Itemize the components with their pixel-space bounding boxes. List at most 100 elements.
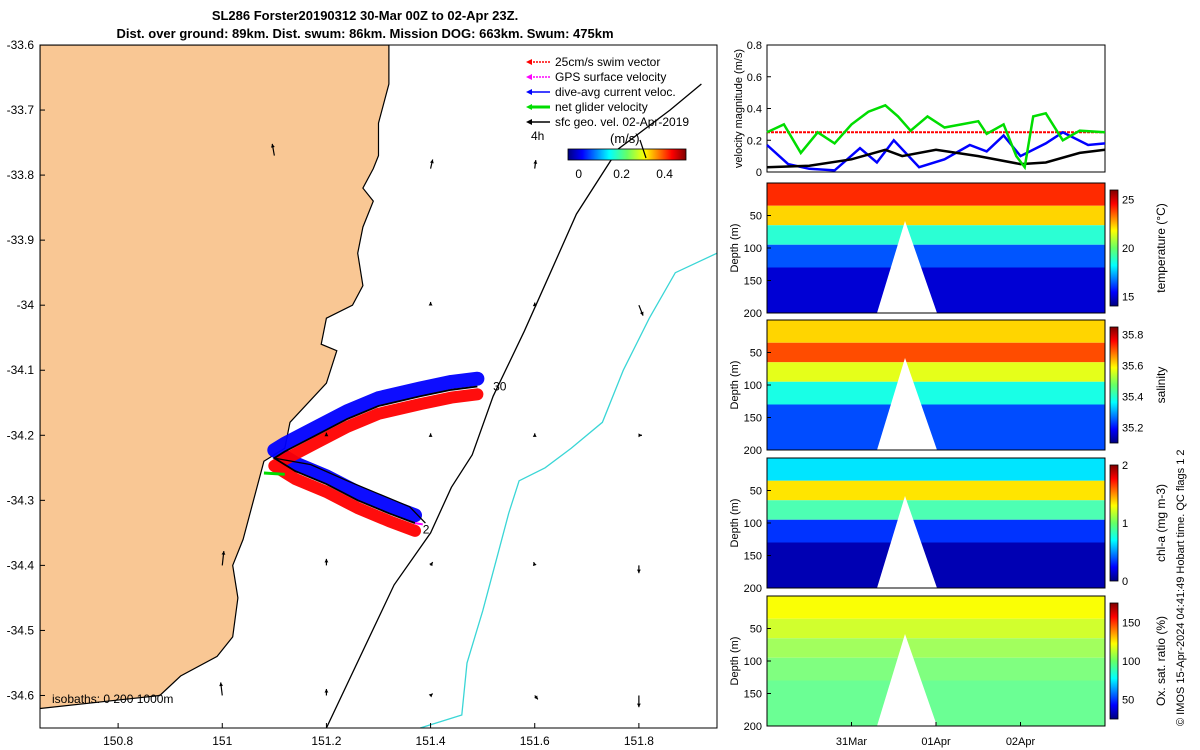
section-layer-1-2 bbox=[767, 362, 1105, 382]
map-y-tick-label-2: -33.8 bbox=[7, 168, 35, 182]
glider-track-return bbox=[274, 457, 426, 524]
map-y-tick-label-3: -33.9 bbox=[7, 233, 35, 247]
velocity-y-tick-label-3: 0.6 bbox=[747, 72, 762, 84]
legend-arrowhead-0 bbox=[526, 59, 532, 65]
map-y-tick-label-8: -34.4 bbox=[7, 558, 35, 572]
velocity-y-tick-label-0: 0 bbox=[756, 167, 762, 179]
legend-scale-arrow bbox=[639, 139, 647, 159]
map-y-tick-label-1: -33.7 bbox=[7, 103, 35, 117]
legend-label-2: dive-avg current veloc. bbox=[555, 85, 676, 99]
section-layer-1-3 bbox=[767, 381, 1105, 405]
chart-title: SL286 Forster20190312 30-Mar 00Z to 02-A… bbox=[211, 8, 519, 23]
map-y-tick-label-4: -34 bbox=[17, 298, 35, 312]
glider-track bbox=[272, 385, 478, 524]
geo-vector-head-10 bbox=[221, 551, 226, 555]
section-colorbar-tick-1-2: 35.6 bbox=[1122, 361, 1143, 373]
legend-label-1: GPS surface velocity bbox=[555, 70, 666, 84]
section-colorbar-tick-0-0: 15 bbox=[1122, 291, 1134, 303]
section-y-tick-label-0-3: 200 bbox=[744, 308, 762, 320]
section-x-tick-label-1: 01Apr bbox=[921, 736, 951, 748]
colorbar bbox=[567, 148, 687, 161]
section-x-tick-label-0: 31Mar bbox=[836, 736, 868, 748]
section-y-tick-label-0-2: 150 bbox=[744, 276, 762, 288]
section-shallow-1 bbox=[877, 358, 937, 450]
section-y-tick-label-1-1: 100 bbox=[744, 380, 762, 392]
geo-vector-head-13 bbox=[532, 562, 537, 567]
section-x-tick-label-2: 02Apr bbox=[1006, 736, 1036, 748]
section-y-tick-label-3-1: 100 bbox=[744, 656, 762, 668]
current-vector-swath bbox=[267, 371, 485, 523]
map-x-tick-label-4: 151.6 bbox=[520, 734, 550, 748]
geo-vector-head-5 bbox=[639, 311, 644, 316]
section-cblabel-0: temperature (°C) bbox=[1154, 203, 1168, 293]
map-frame bbox=[39, 44, 718, 729]
section-ylabel-1: Depth (m) bbox=[729, 361, 741, 410]
map-y-tick-label-0: -33.6 bbox=[7, 38, 35, 52]
legend-label-3: net glider velocity bbox=[555, 100, 648, 114]
map-y-tick-label-5: -34.1 bbox=[7, 363, 35, 377]
geo-vector-head-1 bbox=[430, 159, 434, 164]
section-layer-0-0 bbox=[767, 183, 1105, 206]
section-y-tick-label-0-0: 50 bbox=[750, 211, 762, 223]
colorbar-tick-1: 0.2 bbox=[613, 167, 630, 181]
section-colorbar-tick-1-1: 35.4 bbox=[1122, 392, 1143, 404]
section-layer-0-1 bbox=[767, 205, 1105, 226]
section-colorbar-1 bbox=[1109, 326, 1119, 444]
section-colorbar-tick-1-3: 35.8 bbox=[1122, 330, 1143, 342]
legend-label-0: 25cm/s swim vector bbox=[555, 55, 660, 69]
colorbar-tick-0: 0 bbox=[575, 167, 582, 181]
map-y-tick-label-10: -34.6 bbox=[7, 688, 35, 702]
colorbar-label: (m/s) bbox=[610, 131, 640, 146]
section-y-tick-label-1-2: 150 bbox=[744, 413, 762, 425]
section-colorbar-3 bbox=[1109, 602, 1119, 720]
legend-arrowhead-4 bbox=[526, 119, 532, 125]
map-y-tick-label-9: -34.5 bbox=[7, 623, 35, 637]
section-cblabel-1: salinity bbox=[1154, 367, 1168, 404]
section-y-tick-label-3-3: 200 bbox=[744, 721, 762, 733]
geo-vector-head-9 bbox=[638, 433, 643, 438]
section-shallow-3 bbox=[877, 634, 937, 726]
chart-subtitle: Dist. over ground: 89km. Dist. swum: 86k… bbox=[116, 26, 614, 41]
velocity-y-tick-label-1: 0.2 bbox=[747, 135, 762, 147]
section-colorbar-tick-3-0: 50 bbox=[1122, 695, 1134, 707]
section-layer-3-2 bbox=[767, 638, 1105, 658]
geo-vector-head-0 bbox=[270, 143, 275, 148]
map-x-tick-label-2: 151.2 bbox=[311, 734, 341, 748]
velocity-series-2 bbox=[766, 148, 1106, 169]
geo-vector-head-19 bbox=[636, 703, 641, 708]
section-ylabel-3: Depth (m) bbox=[729, 637, 741, 686]
section-layer-3-0 bbox=[767, 596, 1105, 619]
section-panel-2: 50 100 150 200 Depth (m) 0 1 2 chl-a (mg m-3) bbox=[729, 457, 1168, 595]
map-plot: 30 2 bbox=[40, 45, 717, 728]
section-colorbar-tick-2-1: 1 bbox=[1122, 518, 1128, 530]
section-y-tick-label-2-3: 200 bbox=[744, 583, 762, 595]
section-colorbar-0 bbox=[1109, 189, 1119, 307]
section-y-tick-label-1-0: 50 bbox=[750, 348, 762, 360]
section-layer-3-3 bbox=[767, 657, 1105, 681]
geo-vector-head-12 bbox=[429, 562, 433, 567]
track-label-0: 30 bbox=[493, 380, 507, 394]
section-layer-3-1 bbox=[767, 618, 1105, 639]
section-shallow-0 bbox=[877, 221, 937, 313]
section-layer-1-0 bbox=[767, 320, 1105, 343]
net-velocity-arrow bbox=[263, 471, 285, 476]
geo-vector-head-18 bbox=[534, 695, 538, 700]
section-panel-0: 50 100 150 200 Depth (m) 15 20 25 temperature (°… bbox=[729, 182, 1168, 320]
section-colorbar-tick-0-1: 20 bbox=[1122, 243, 1134, 255]
isobath-label: isobaths: 0 200 1000m bbox=[52, 692, 173, 706]
section-colorbar-2 bbox=[1109, 464, 1119, 582]
section-ylabel-2: Depth (m) bbox=[729, 499, 741, 548]
velocity-y-tick-label-2: 0.4 bbox=[747, 104, 762, 116]
isobath-1000 bbox=[420, 252, 717, 728]
map-x-tick-label-0: 150.8 bbox=[103, 734, 133, 748]
velocity-series-3 bbox=[766, 103, 1106, 171]
geo-vector-head-6 bbox=[324, 432, 329, 437]
section-y-tick-label-3-0: 50 bbox=[750, 624, 762, 636]
section-y-tick-label-3-2: 150 bbox=[744, 689, 762, 701]
velocity-y-tick-label-4: 0.8 bbox=[747, 40, 762, 52]
geo-vector-head-14 bbox=[636, 569, 641, 574]
track-label-1: 2 bbox=[423, 523, 430, 537]
section-colorbar-tick-3-2: 150 bbox=[1122, 617, 1140, 629]
